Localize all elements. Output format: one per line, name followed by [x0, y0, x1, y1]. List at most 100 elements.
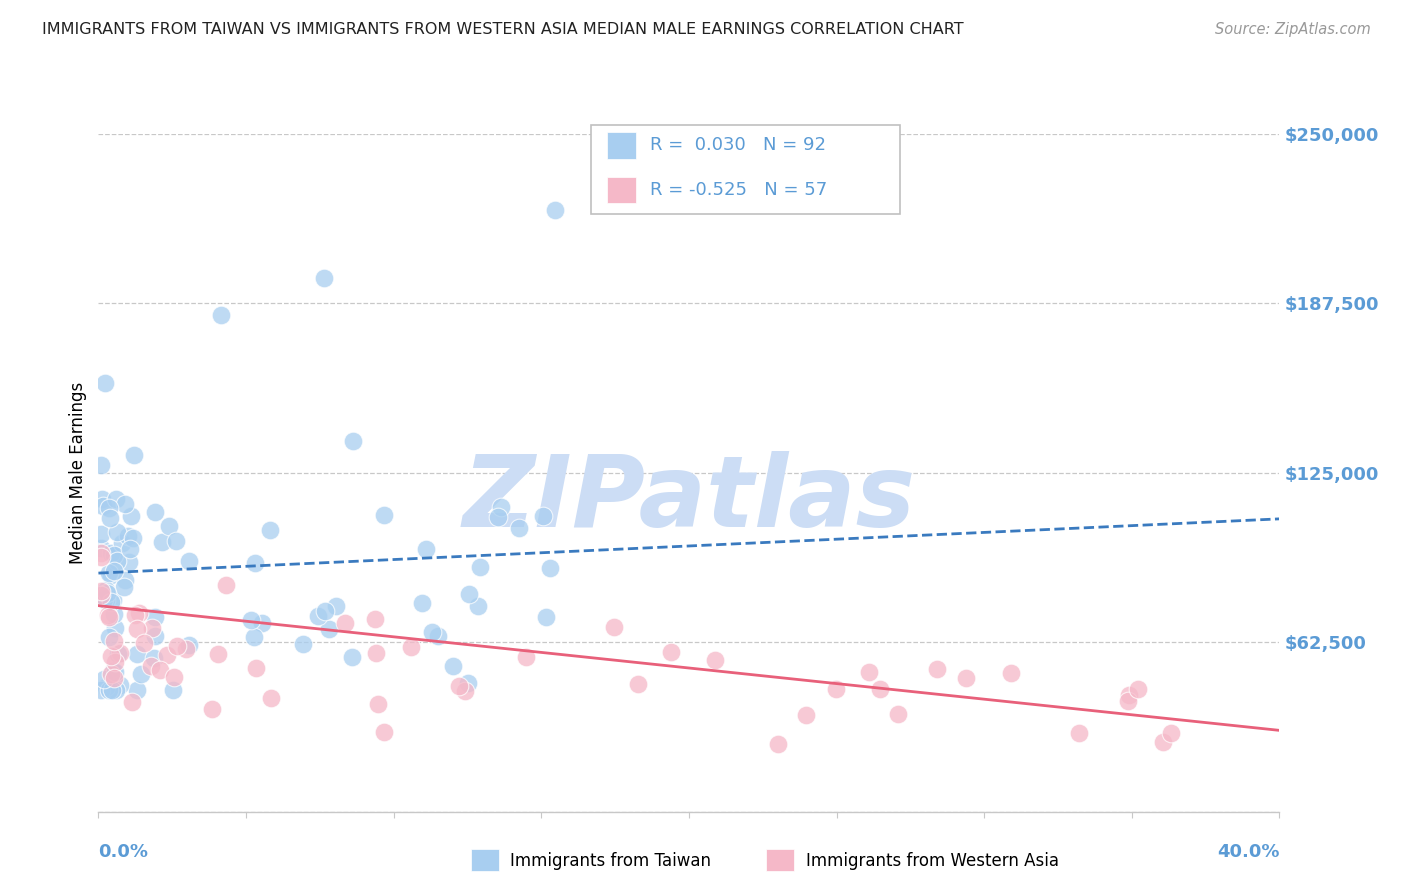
Point — [120, 509, 142, 524]
Text: Immigrants from Taiwan: Immigrants from Taiwan — [510, 852, 711, 870]
Point — [174, 641, 197, 656]
Point — [426, 629, 449, 643]
Point — [96, 583, 118, 598]
Y-axis label: Median Male Earnings: Median Male Earnings — [69, 382, 87, 564]
Point — [250, 615, 273, 630]
Point — [491, 500, 513, 515]
Text: Source: ZipAtlas.com: Source: ZipAtlas.com — [1215, 22, 1371, 37]
Point — [93, 376, 115, 391]
Point — [486, 509, 509, 524]
Point — [143, 629, 166, 643]
Point — [118, 555, 141, 569]
Point — [101, 664, 124, 678]
Point — [150, 534, 173, 549]
Point — [243, 630, 266, 644]
Point — [534, 610, 557, 624]
Point — [104, 491, 127, 506]
Point — [411, 596, 433, 610]
Point — [364, 612, 387, 626]
Point — [120, 541, 142, 556]
Point — [100, 594, 122, 608]
Point — [90, 588, 112, 602]
Point — [162, 682, 184, 697]
Point — [101, 682, 124, 697]
Point — [100, 546, 122, 560]
Point — [96, 586, 118, 600]
Point — [1069, 726, 1091, 740]
Point — [111, 536, 134, 550]
Point — [420, 625, 443, 640]
Point — [1000, 666, 1022, 681]
Point — [207, 647, 229, 661]
Point — [104, 622, 127, 636]
Point — [544, 202, 567, 217]
Point — [703, 653, 725, 667]
Point — [114, 573, 136, 587]
Point — [955, 671, 977, 685]
Point — [157, 519, 180, 533]
Point — [508, 521, 530, 535]
Point — [103, 634, 125, 648]
Point — [925, 662, 948, 676]
Point — [104, 665, 127, 680]
Point — [401, 640, 423, 654]
Point — [467, 599, 489, 613]
Point — [245, 661, 267, 675]
Point — [335, 615, 357, 630]
Text: Immigrants from Western Asia: Immigrants from Western Asia — [806, 852, 1059, 870]
Point — [90, 541, 112, 555]
Point — [125, 623, 148, 637]
Point — [124, 607, 146, 622]
Text: 0.0%: 0.0% — [98, 843, 149, 861]
Point — [98, 566, 121, 581]
Point — [122, 531, 145, 545]
Point — [325, 599, 347, 613]
Point — [91, 499, 114, 513]
Point — [766, 737, 789, 751]
Point — [117, 529, 139, 543]
Point — [122, 448, 145, 462]
Point — [825, 681, 848, 696]
Point — [141, 659, 163, 673]
Point — [260, 691, 283, 706]
Point — [1118, 689, 1140, 703]
Point — [794, 707, 817, 722]
Point — [128, 606, 150, 620]
Point — [627, 677, 650, 691]
Point — [314, 604, 336, 618]
Point — [94, 593, 117, 607]
Text: ZIPatlas: ZIPatlas — [463, 451, 915, 549]
Point — [1118, 694, 1140, 708]
Point — [201, 702, 224, 716]
Point — [100, 682, 122, 697]
Point — [107, 647, 129, 661]
Point — [1152, 735, 1174, 749]
Point — [97, 610, 120, 624]
Point — [94, 680, 117, 694]
Point — [458, 587, 481, 601]
Point — [101, 592, 124, 607]
Point — [90, 682, 112, 697]
Point — [259, 523, 281, 537]
Point — [104, 656, 127, 670]
Point — [366, 646, 388, 660]
Point — [166, 639, 188, 653]
Point — [531, 508, 554, 523]
Point — [90, 492, 112, 507]
Point — [318, 623, 340, 637]
Point — [239, 613, 262, 627]
Point — [103, 607, 125, 621]
Point — [342, 650, 364, 665]
Point — [659, 645, 682, 659]
Point — [145, 505, 167, 519]
Point — [100, 667, 122, 681]
Point — [1160, 725, 1182, 739]
Point — [887, 706, 910, 721]
Point — [100, 648, 122, 663]
Point — [114, 497, 136, 511]
Point — [441, 658, 464, 673]
Point — [468, 560, 491, 574]
Text: R = -0.525   N = 57: R = -0.525 N = 57 — [650, 181, 827, 199]
Point — [132, 636, 155, 650]
Point — [307, 609, 329, 624]
